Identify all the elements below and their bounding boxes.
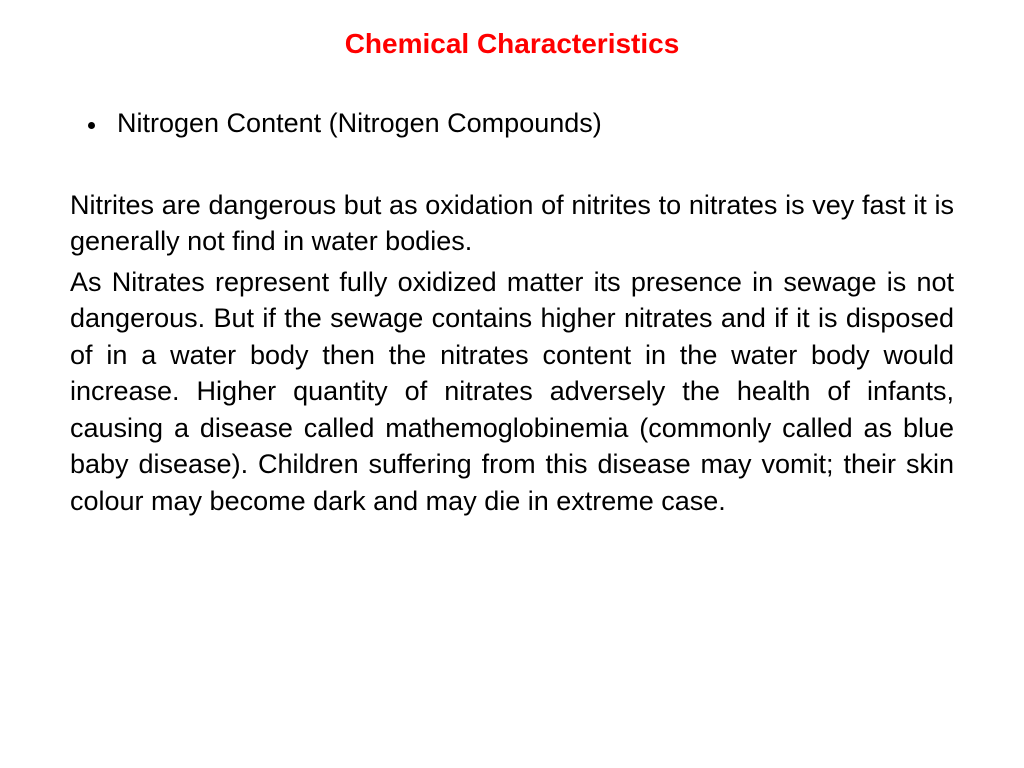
bullet-item: Nitrogen Content (Nitrogen Compounds): [70, 108, 954, 139]
bullet-dot-icon: [88, 122, 95, 129]
slide-container: Chemical Characteristics Nitrogen Conten…: [0, 0, 1024, 768]
body-paragraph-1: Nitrites are dangerous but as oxidation …: [70, 187, 954, 260]
slide-title: Chemical Characteristics: [70, 28, 954, 60]
bullet-text: Nitrogen Content (Nitrogen Compounds): [117, 108, 602, 139]
body-paragraph-2: As Nitrates represent fully oxidized mat…: [70, 264, 954, 519]
